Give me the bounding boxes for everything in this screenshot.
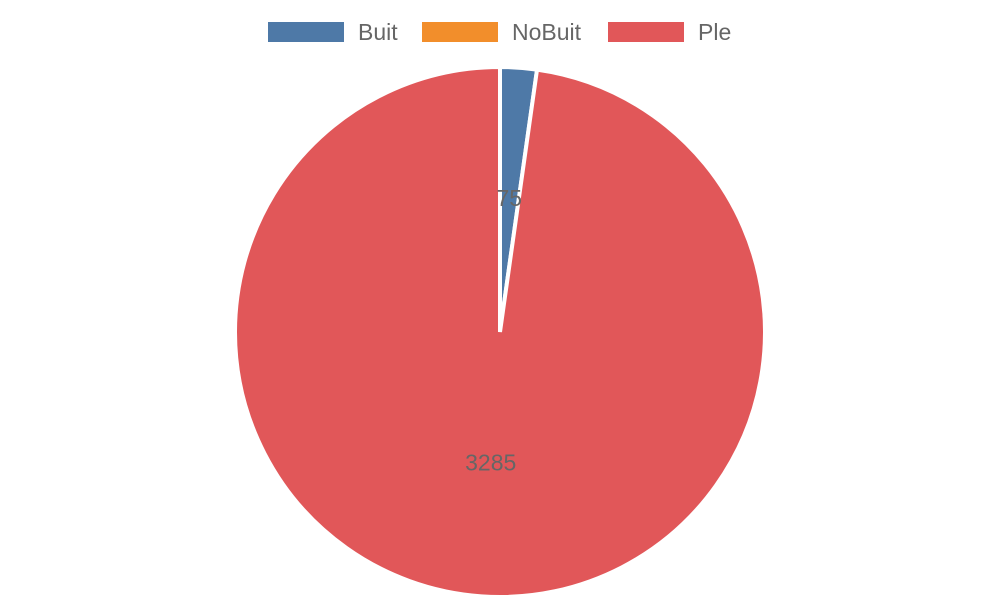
data-label-ple: 3285 [465,449,516,475]
legend-swatch-buit [268,22,344,42]
legend-swatch-ple [608,22,684,42]
legend-label-buit: Buit [358,19,398,45]
pie-slice-ple[interactable] [233,64,767,599]
data-label-buit: 75 [496,185,522,211]
legend: Buit NoBuit Ple [0,18,1000,48]
legend-label-nobuit: NoBuit [512,19,582,45]
legend-label-ple: Ple [698,19,732,45]
legend-swatch-nobuit [422,22,498,42]
